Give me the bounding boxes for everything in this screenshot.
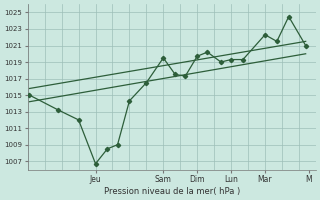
X-axis label: Pression niveau de la mer( hPa ): Pression niveau de la mer( hPa )	[104, 187, 240, 196]
